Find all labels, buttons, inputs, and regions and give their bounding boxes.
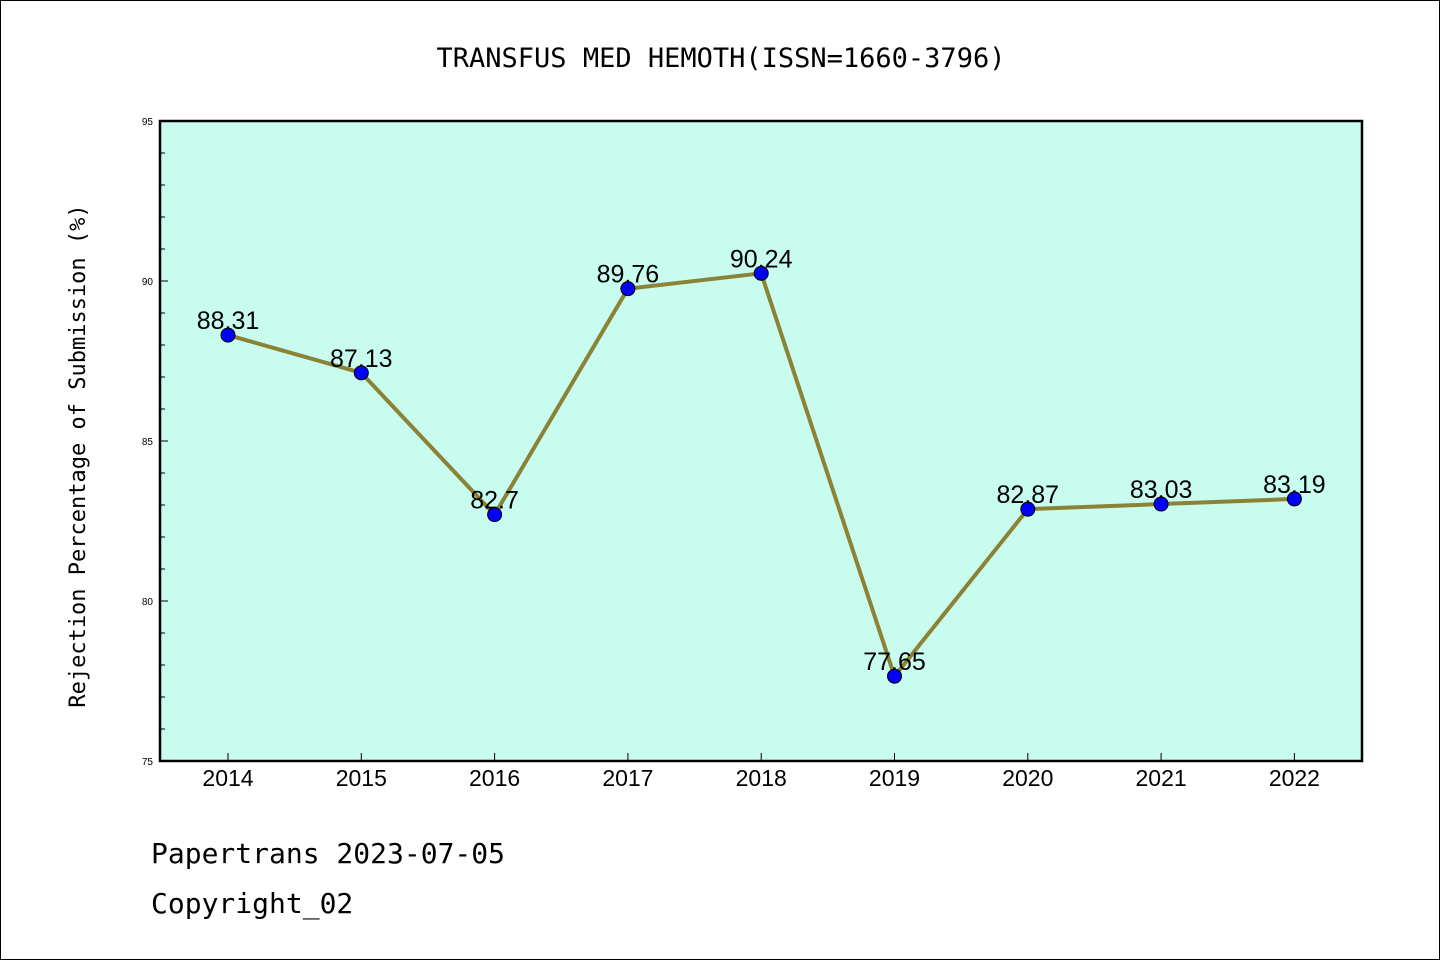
x-axis-ticks: 2014 2015 2016 2017 2018 2019 2020 2021 2022: [202, 753, 1320, 791]
y-tick-label: 85: [142, 437, 154, 448]
data-label-2014: 88.31: [197, 307, 260, 335]
data-labels: 88.31 87.13 82.7 89.76 90.24 77.65 82.87 83.03 8…: [197, 245, 1326, 676]
y-tick-label: 80: [142, 597, 154, 608]
data-label-2019: 77.65: [863, 648, 926, 676]
data-label-2015: 87.13: [330, 345, 393, 373]
x-tick-label: 2018: [736, 765, 787, 791]
data-point-2022: [1286, 491, 1302, 507]
footer-copyright: Copyright_02: [151, 887, 354, 920]
x-tick-label: 2021: [1136, 765, 1187, 791]
data-point-2016: [487, 507, 503, 523]
data-label-2020: 82.87: [997, 481, 1060, 509]
y-axis-label: Rejection Percentage of Submission (%): [66, 204, 91, 707]
x-tick-label: 2022: [1269, 765, 1320, 791]
plot-area: [158, 119, 1364, 763]
data-point-2020: [1020, 501, 1036, 517]
x-tick-label: 2015: [336, 765, 387, 791]
y-tick-label: 95: [142, 117, 154, 128]
data-label-2022: 83.19: [1263, 471, 1326, 499]
footer-date: Papertrans 2023-07-05: [151, 837, 506, 870]
x-tick-label: 2017: [602, 765, 653, 791]
data-point-2014: [220, 327, 236, 343]
y-tick-label: 90: [142, 277, 154, 288]
data-label-2017: 89.76: [597, 261, 660, 289]
y-axis-ticks: 75 80 85 90 95: [142, 117, 168, 768]
data-point-2018: [753, 265, 769, 281]
data-label-2021: 83.03: [1130, 476, 1193, 504]
x-tick-label: 2020: [1002, 765, 1053, 791]
x-tick-label: 2016: [469, 765, 520, 791]
data-label-2016: 82.7: [470, 487, 519, 515]
series-line: [220, 265, 1302, 684]
data-point-2021: [1153, 496, 1169, 512]
y-tick-label: 75: [142, 757, 154, 768]
x-tick-label: 2019: [869, 765, 920, 791]
data-label-2018: 90.24: [730, 245, 793, 273]
data-point-2019: [887, 668, 902, 684]
x-tick-label: 2014: [202, 765, 253, 791]
chart-title: TRANSFUS MED HEMOTH(ISSN=1660-3796): [437, 43, 1006, 74]
data-point-2015: [353, 365, 369, 381]
data-point-2017: [620, 281, 636, 297]
